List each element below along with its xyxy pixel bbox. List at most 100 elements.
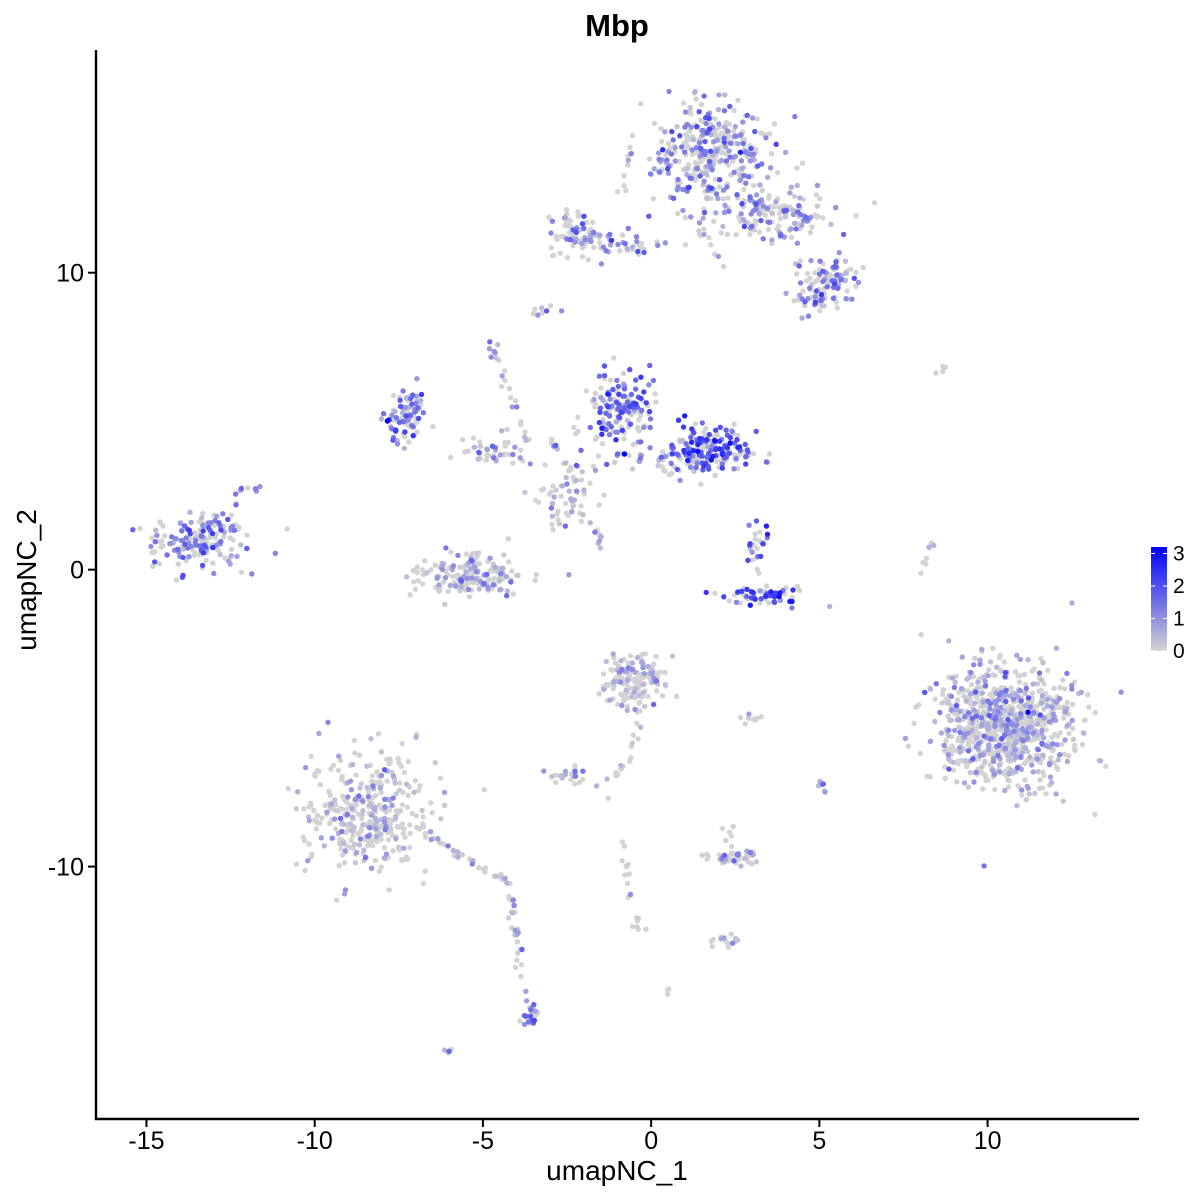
- cell-point: [506, 385, 513, 392]
- cell-point: [641, 424, 647, 431]
- cell-point: [301, 838, 308, 844]
- cell-point: [601, 363, 608, 369]
- cell-point: [397, 397, 403, 403]
- cell-point: [603, 427, 609, 433]
- cell-point: [753, 201, 759, 207]
- cell-point: [1025, 785, 1031, 791]
- cell-point: [735, 444, 741, 451]
- cell-point: [601, 686, 607, 693]
- cell-point: [704, 195, 710, 201]
- cell-point: [674, 124, 680, 130]
- cell-point: [750, 151, 757, 157]
- cell-point: [765, 226, 772, 233]
- cell-point: [946, 727, 952, 733]
- cell-point: [510, 451, 516, 458]
- cell-point: [771, 204, 777, 210]
- cell-point: [987, 706, 993, 712]
- cell-point: [335, 767, 342, 774]
- cell-point: [706, 450, 712, 457]
- cell-point: [746, 522, 752, 528]
- cell-point: [817, 258, 823, 264]
- cell-point: [985, 673, 991, 679]
- cell-point: [378, 772, 385, 779]
- cell-point: [833, 259, 839, 265]
- cell-point: [939, 700, 945, 706]
- cell-point: [603, 658, 609, 665]
- cell-point: [368, 865, 375, 871]
- cell-point: [613, 419, 619, 425]
- cell-point: [1005, 777, 1011, 783]
- cell-point: [415, 578, 421, 584]
- cell-point: [747, 158, 753, 164]
- cell-point: [621, 451, 628, 457]
- cell-point: [680, 186, 686, 193]
- cell-point: [517, 1018, 523, 1024]
- cell-point: [1008, 685, 1014, 691]
- cell-point: [694, 124, 700, 130]
- cell-point: [718, 230, 724, 236]
- cell-point: [502, 451, 508, 457]
- cell-point: [452, 583, 459, 589]
- cell-point: [635, 736, 641, 742]
- cell-point: [849, 296, 855, 302]
- cell-point: [995, 752, 1001, 759]
- cell-point: [690, 447, 697, 454]
- cell-point: [722, 202, 728, 208]
- cell-point: [987, 691, 993, 698]
- cell-point: [978, 769, 984, 775]
- cell-point: [333, 807, 339, 814]
- cell-point: [382, 819, 388, 825]
- cell-point: [412, 777, 419, 784]
- cell-point: [411, 789, 417, 795]
- cell-point: [225, 516, 231, 523]
- cell-point: [674, 466, 680, 473]
- cell-point: [522, 1013, 529, 1019]
- cell-point: [563, 460, 569, 466]
- cell-point: [543, 308, 550, 314]
- cell-point: [550, 527, 556, 533]
- cell-point: [820, 268, 826, 274]
- cell-point: [173, 577, 180, 583]
- cell-point: [809, 224, 815, 230]
- cell-point: [708, 457, 714, 463]
- cell-point: [607, 396, 613, 402]
- cell-point: [337, 836, 343, 843]
- cell-point: [664, 991, 671, 997]
- cell-point: [442, 601, 448, 607]
- cell-point: [284, 526, 290, 532]
- cell-point: [820, 303, 826, 309]
- cell-point: [946, 766, 952, 772]
- cell-point: [688, 439, 695, 445]
- cell-point: [642, 703, 648, 710]
- cell-point: [622, 240, 628, 247]
- cell-point: [700, 127, 706, 134]
- cell-point: [517, 447, 524, 453]
- cell-point: [627, 421, 634, 427]
- cell-point: [1060, 798, 1067, 804]
- cell-point: [572, 773, 579, 779]
- cell-point: [752, 596, 758, 602]
- cell-point: [675, 417, 682, 423]
- cell-point: [987, 659, 994, 665]
- cell-point: [376, 868, 383, 875]
- cell-point: [696, 228, 702, 234]
- cell-point: [747, 849, 753, 856]
- cell-point: [708, 242, 714, 248]
- cell-point: [812, 270, 818, 276]
- cell-point: [787, 598, 793, 605]
- cell-point: [352, 750, 358, 756]
- cell-point: [738, 211, 744, 217]
- cell-point: [472, 564, 478, 570]
- cell-point: [615, 701, 621, 708]
- cell-point: [414, 569, 420, 576]
- cell-point: [716, 438, 723, 444]
- cell-point: [566, 572, 572, 578]
- cell-point: [702, 138, 708, 145]
- cell-point: [211, 570, 217, 577]
- cell-point: [682, 214, 688, 221]
- cell-point: [199, 515, 205, 521]
- cell-point: [345, 794, 351, 800]
- cell-point: [1037, 712, 1043, 718]
- cell-point: [789, 605, 795, 611]
